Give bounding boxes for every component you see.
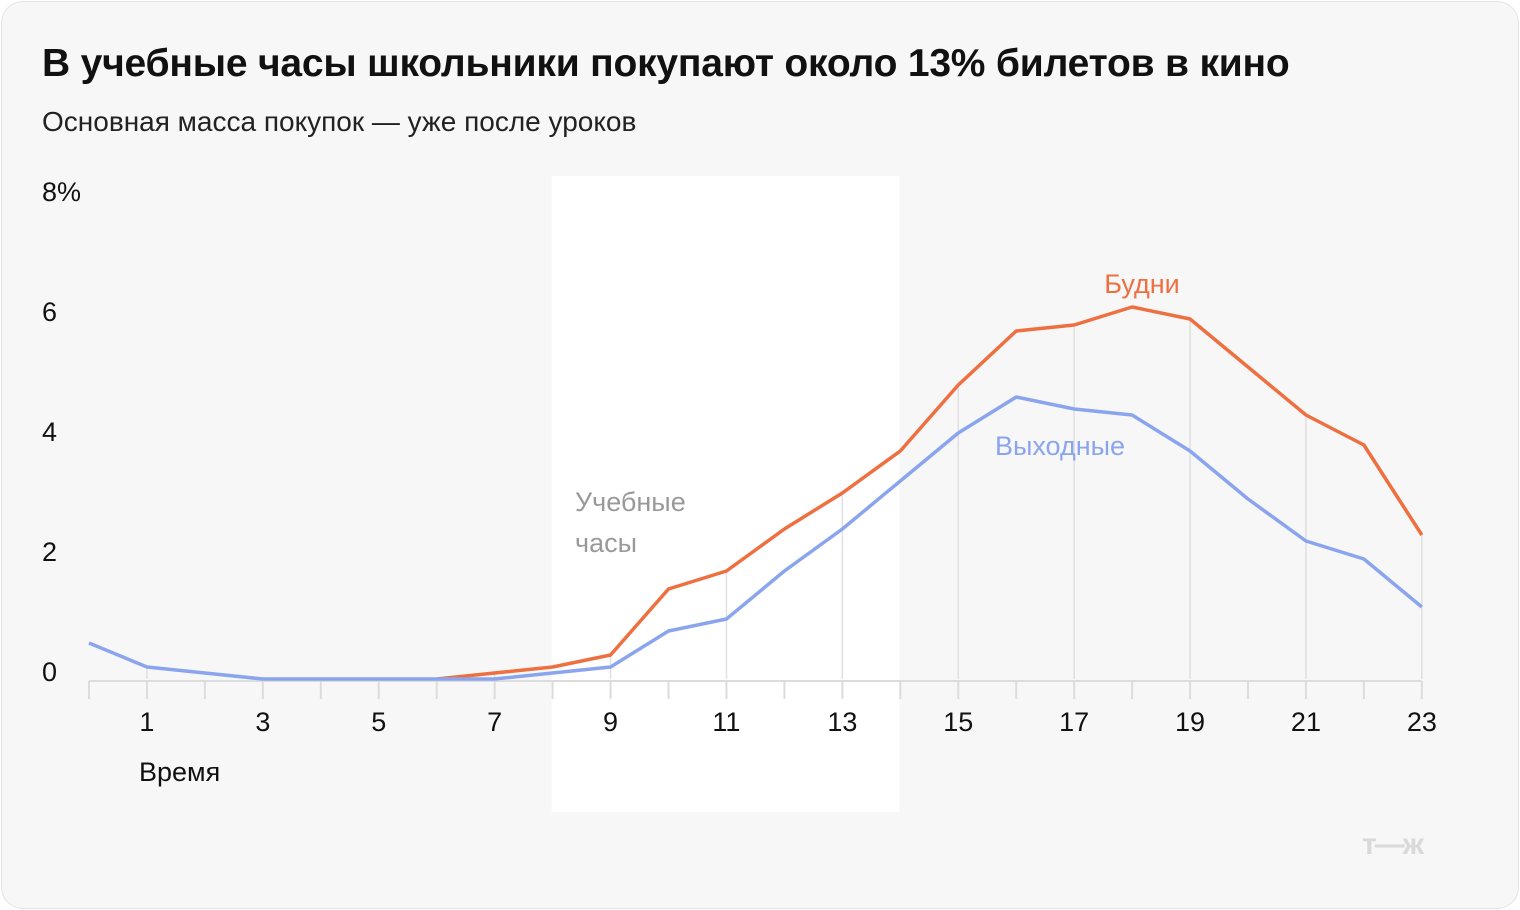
chart-title: В учебные часы школьники покупают около … [42, 42, 1290, 85]
x-axis-label: Время [139, 757, 220, 787]
x-tick-label: 15 [943, 707, 973, 737]
y-tick-label: 6 [42, 297, 57, 327]
tzh-logo: т—ж [1362, 828, 1424, 861]
x-tick-label: 13 [827, 707, 857, 737]
x-tick-label: 9 [603, 707, 618, 737]
y-tick-label: 4 [42, 417, 57, 447]
x-tick-label: 5 [371, 707, 386, 737]
series-line-weekdays [436, 305, 1424, 681]
x-tick-label: 23 [1407, 707, 1437, 737]
x-tick-label: 17 [1059, 707, 1089, 737]
school-hours-label: часы [575, 528, 637, 558]
x-tick-label: 1 [139, 707, 154, 737]
series-label: Будни [1104, 269, 1179, 299]
series-label: Выходные [995, 431, 1125, 461]
y-tick-label: 2 [42, 537, 57, 567]
x-tick-label: 21 [1291, 707, 1321, 737]
series-line-weekends [88, 395, 1423, 681]
school-hours-label: Учебные [575, 487, 686, 517]
x-tick-label: 3 [255, 707, 270, 737]
y-tick-label: 0 [42, 657, 57, 687]
x-tick-label: 19 [1175, 707, 1205, 737]
x-tick-label: 7 [487, 707, 502, 737]
chart-subtitle: Основная масса покупок — уже после уроко… [42, 106, 637, 137]
y-tick-label: 8% [42, 177, 81, 207]
x-tick-label: 11 [712, 707, 740, 737]
